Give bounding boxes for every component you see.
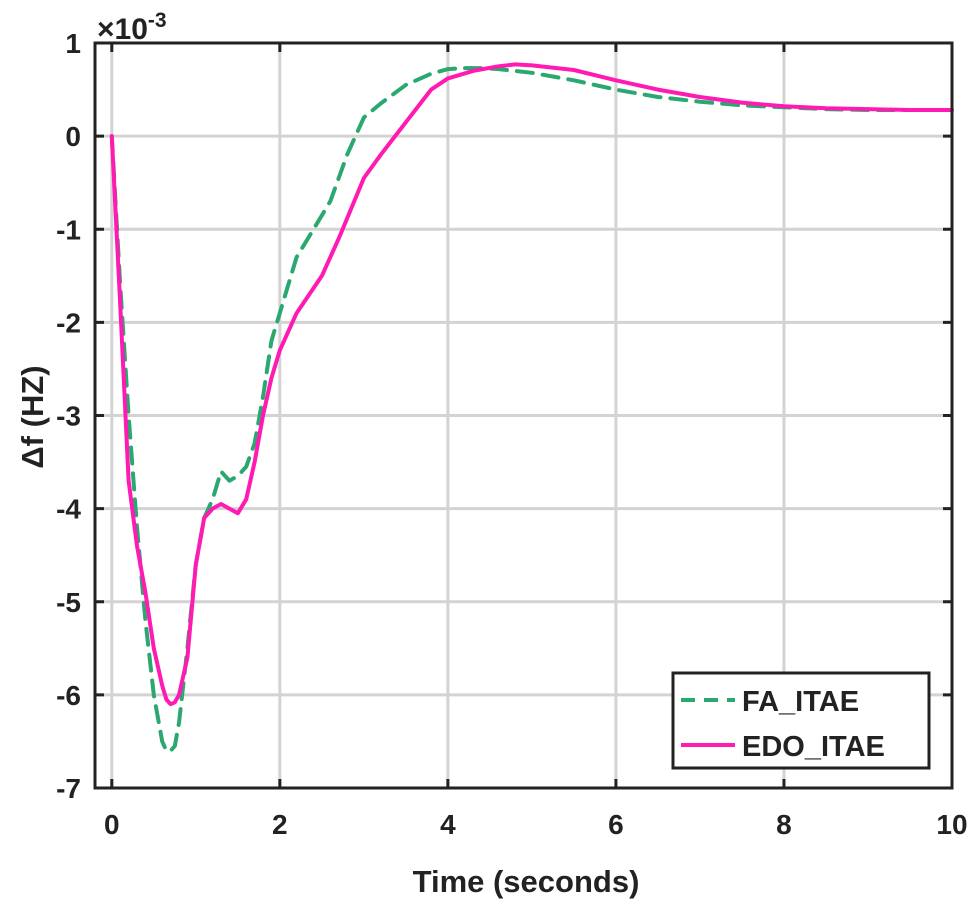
x-tick-label: 0 <box>104 809 120 840</box>
y-tick-label: -3 <box>56 401 81 432</box>
x-tick-label: 8 <box>776 809 792 840</box>
x-tick-label: 10 <box>936 809 967 840</box>
y-axis-multiplier: ×10-3 <box>97 9 167 46</box>
legend-label-edo-itae: EDO_ITAE <box>742 731 885 763</box>
y-tick-label: 1 <box>65 28 81 59</box>
y-tick-label: -1 <box>56 214 81 245</box>
series-line-fa-itae <box>109 66 954 753</box>
legend: FA_ITAE EDO_ITAE <box>671 671 931 770</box>
legend-label-fa-itae: FA_ITAE <box>742 686 859 718</box>
x-axis-label: Time (seconds) <box>413 864 640 899</box>
x-tick-label: 6 <box>608 809 624 840</box>
x-tick-label: 2 <box>272 809 288 840</box>
y-axis-label: Δf (HZ) <box>15 365 50 468</box>
y-tick-label: -4 <box>56 494 81 525</box>
y-tick-label: 0 <box>65 121 81 152</box>
y-tick-label: -6 <box>56 680 81 711</box>
legend-box <box>671 671 931 770</box>
y-tick-label: -5 <box>56 587 81 618</box>
series-line-edo-itae <box>109 62 954 707</box>
y-tick-label: -2 <box>56 307 81 338</box>
y-tick-label: -7 <box>56 773 81 804</box>
x-tick-label: 4 <box>440 809 456 840</box>
